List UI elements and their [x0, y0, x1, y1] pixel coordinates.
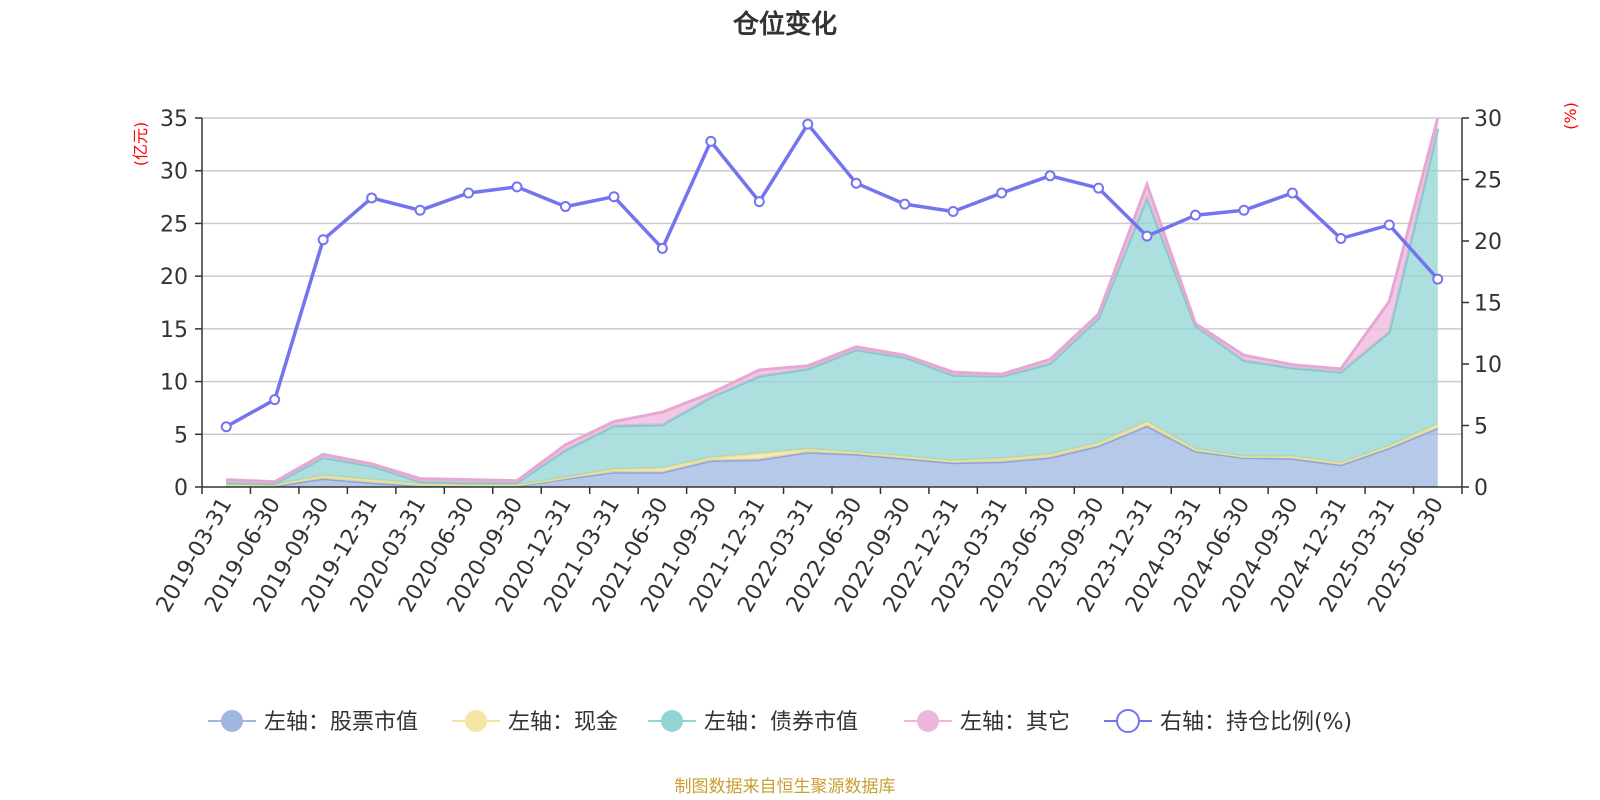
- ratio-point: [1141, 230, 1153, 242]
- left-axis-tick-label: 30: [160, 160, 188, 185]
- legend-item: 右轴：持仓比例(%): [1104, 709, 1352, 735]
- left-axis-tick-label: 20: [160, 265, 188, 290]
- ratio-point: [1238, 204, 1250, 216]
- ratio-point: [269, 394, 281, 406]
- legend-marker: [465, 710, 487, 732]
- ratio-point: [899, 198, 911, 210]
- legend-item: 左轴：债券市值: [648, 710, 858, 735]
- ratio-point: [705, 135, 717, 147]
- ratio-point: [511, 181, 523, 193]
- left-axis-tick-label: 5: [174, 423, 188, 448]
- left-axis-tick-label: 15: [160, 318, 188, 343]
- chart-title: 仓位变化: [732, 9, 837, 40]
- left-axis-unit: (亿元): [131, 122, 150, 167]
- ratio-point: [1093, 182, 1105, 194]
- ratio-point: [1383, 219, 1395, 231]
- ratio-point: [656, 242, 668, 254]
- ratio-point: [802, 118, 814, 130]
- grid-lines: [202, 117, 1462, 436]
- legend-label: 左轴：债券市值: [704, 710, 858, 735]
- legend-item: 左轴：股票市值: [208, 710, 418, 735]
- ratio-point: [1335, 233, 1347, 245]
- ratio-line-series: [220, 118, 1444, 433]
- right-axis-tick-label: 5: [1474, 415, 1488, 440]
- ratio-point: [414, 204, 426, 216]
- legend-marker: [1116, 709, 1140, 733]
- left-axis-tick-label: 35: [160, 107, 188, 132]
- right-axis-tick-label: 10: [1474, 353, 1502, 378]
- ratio-point: [1286, 187, 1298, 199]
- data-source-note: 制图数据来自恒生聚源数据库: [675, 777, 896, 797]
- legend: 左轴：股票市值 左轴：现金 左轴：债券市值 左轴：其它 右轴：持仓比例(%): [208, 709, 1352, 735]
- ratio-point: [317, 234, 329, 246]
- area-1: [226, 425, 1438, 487]
- legend-marker: [221, 710, 243, 732]
- ratio-point: [850, 177, 862, 189]
- right-axis-tick-label: 30: [1474, 107, 1502, 132]
- right-axis-tick-label: 25: [1474, 169, 1502, 194]
- ratio-point: [463, 187, 475, 199]
- ratio-point: [366, 192, 378, 204]
- area-3: [226, 128, 1438, 485]
- area-2: [226, 421, 1438, 486]
- left-axis-tick-label: 0: [174, 476, 188, 501]
- ratio-line: [225, 122, 1440, 429]
- ratio-point: [1432, 273, 1444, 285]
- left-axis-tick-label: 10: [160, 371, 188, 396]
- ratio-point: [608, 191, 620, 203]
- legend-marker: [661, 710, 683, 732]
- legend-item: 左轴：其它: [904, 710, 1070, 735]
- stacked-areas: [226, 117, 1440, 488]
- ratio-point: [559, 201, 571, 213]
- legend-label: 右轴：持仓比例(%): [1160, 710, 1352, 735]
- right-axis-tick-label: 15: [1474, 292, 1502, 317]
- ratio-point: [1189, 209, 1201, 221]
- area-edge-4: [226, 117, 1440, 484]
- right-axis-tick-label: 20: [1474, 230, 1502, 255]
- left-axis-tick-label: 25: [160, 212, 188, 237]
- legend-marker: [917, 710, 939, 732]
- ratio-point: [1044, 170, 1056, 182]
- legend-label: 左轴：现金: [508, 710, 618, 735]
- ratio-point: [996, 187, 1008, 199]
- right-axis-unit: (%): [1561, 102, 1580, 130]
- legend-label: 左轴：其它: [960, 710, 1070, 735]
- right-axis-tick-label: 0: [1474, 476, 1488, 501]
- legend-item: 左轴：现金: [452, 710, 618, 735]
- ratio-point: [947, 205, 959, 217]
- ratio-point: [753, 196, 765, 208]
- legend-label: 左轴：股票市值: [264, 710, 418, 735]
- ratio-point: [220, 421, 232, 433]
